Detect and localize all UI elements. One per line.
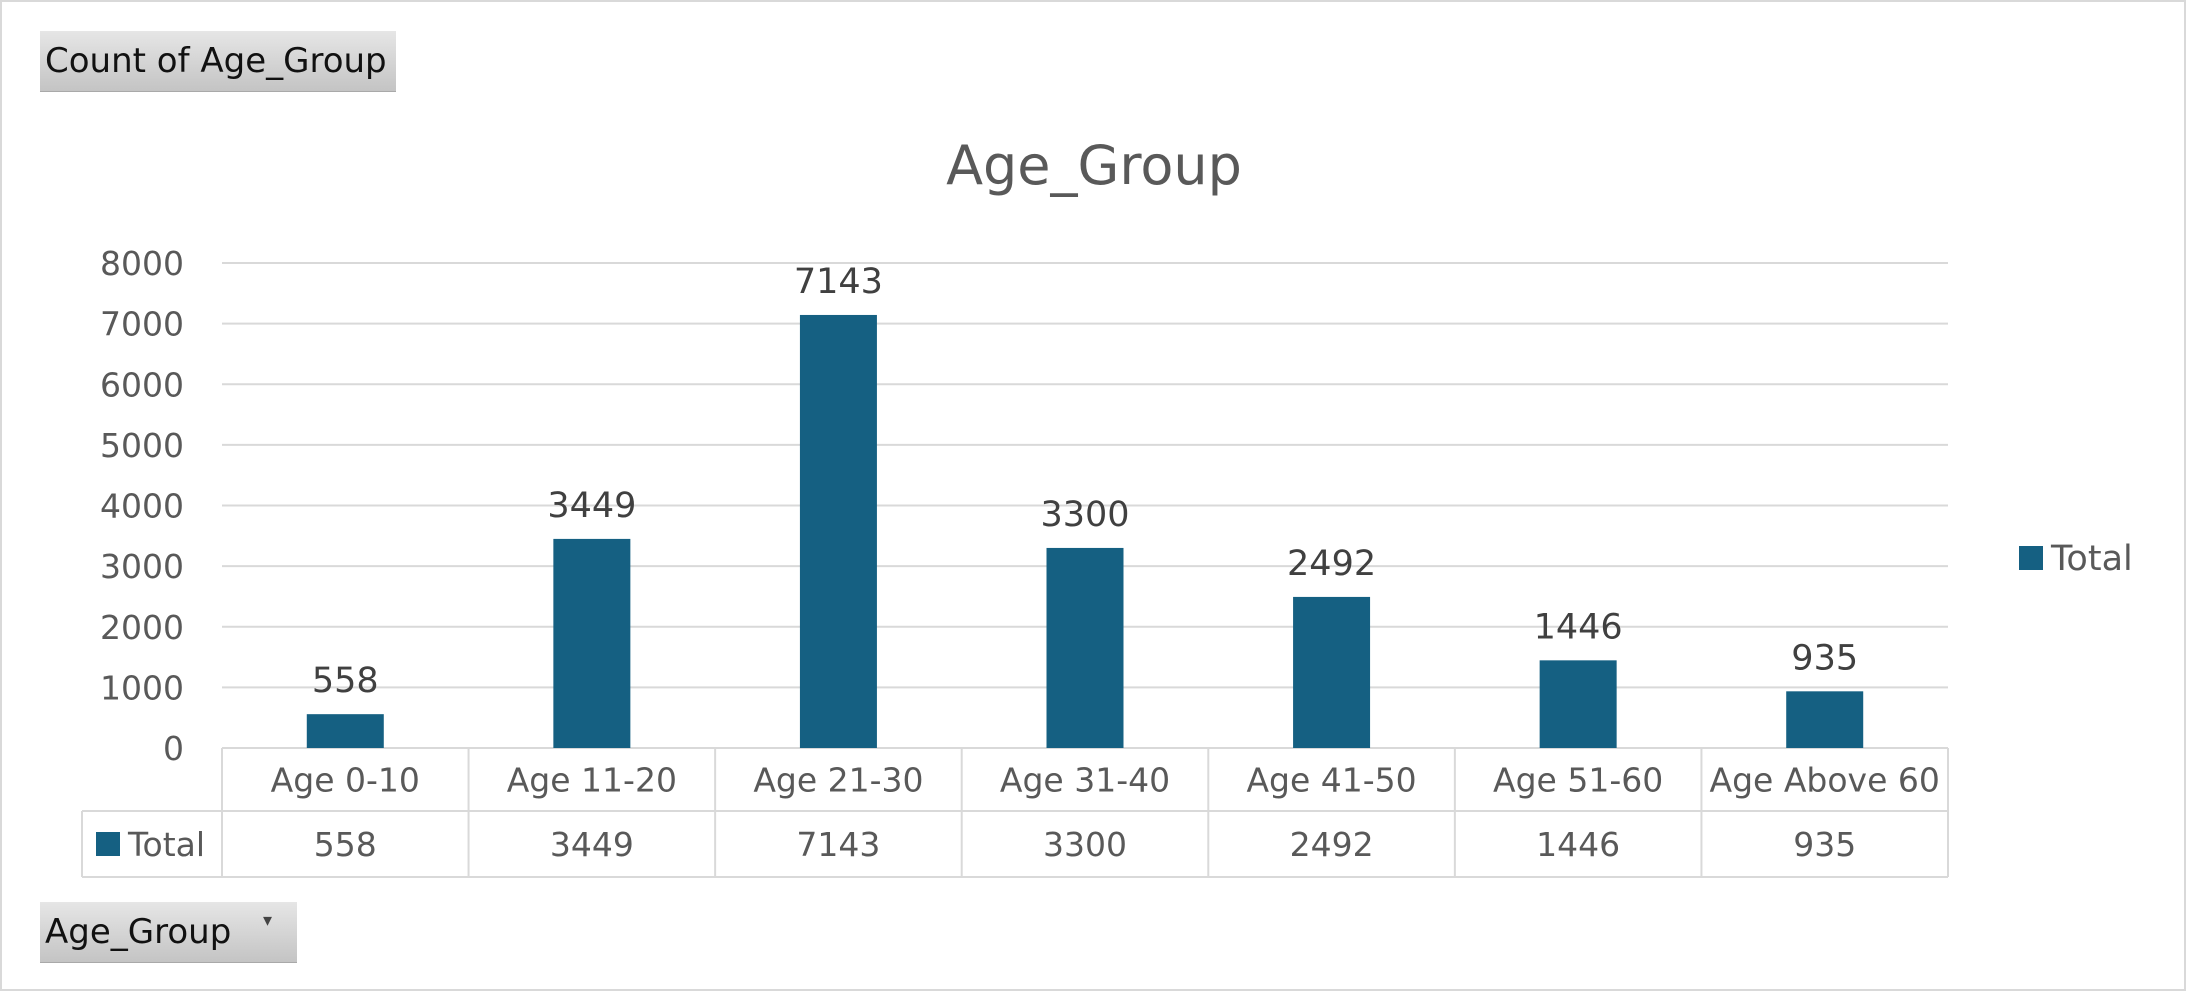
table-value: 935 [1793, 825, 1856, 864]
y-tick-label: 3000 [100, 547, 184, 586]
y-tick-label: 7000 [100, 305, 184, 344]
table-series-name: Total [127, 825, 205, 864]
bar [306, 714, 384, 748]
table-value: 7143 [796, 825, 880, 864]
table-value: 3449 [550, 825, 634, 864]
bar [1539, 660, 1617, 748]
y-tick-label: 1000 [100, 668, 184, 707]
data-label: 3300 [1040, 495, 1129, 535]
data-label: 7143 [794, 262, 883, 302]
y-tick-label: 6000 [100, 365, 184, 404]
category-label: Age 21-30 [753, 761, 923, 800]
y-tick-label: 5000 [100, 426, 184, 465]
y-tick-label: 4000 [100, 487, 184, 526]
data-label: 1446 [1534, 607, 1623, 647]
legend-key [2019, 546, 2043, 570]
bar [1786, 691, 1864, 748]
category-label: Age 31-40 [1000, 761, 1170, 800]
chart-title: Age_Group [946, 134, 1242, 197]
axis-field-button[interactable]: Age_Group ▾ [40, 902, 297, 963]
data-label: 935 [1791, 638, 1858, 678]
data-label: 558 [312, 661, 379, 701]
y-tick-label: 2000 [100, 608, 184, 647]
table-value: 3300 [1043, 825, 1127, 864]
value-field-button[interactable]: Count of Age_Group [40, 31, 396, 92]
table-value: 558 [314, 825, 377, 864]
category-label: Age Above 60 [1710, 761, 1940, 800]
table-legend-key [96, 832, 120, 856]
bar [1046, 547, 1124, 748]
y-tick-label: 0 [163, 729, 184, 768]
bar [1293, 596, 1371, 748]
category-label: Age 51-60 [1493, 761, 1663, 800]
table-value: 1446 [1536, 825, 1620, 864]
data-label: 2492 [1287, 544, 1376, 584]
dropdown-arrow-icon[interactable]: ▾ [263, 910, 273, 931]
category-label: Age 41-50 [1246, 761, 1416, 800]
category-label: Age 0-10 [271, 761, 420, 800]
bar [553, 538, 631, 748]
table-value: 2492 [1290, 825, 1374, 864]
axis-field-label: Age_Group [45, 912, 232, 952]
bar [799, 314, 877, 748]
y-tick-label: 8000 [100, 244, 184, 283]
data-label: 3449 [547, 486, 636, 526]
legend-entry: Total [2050, 539, 2133, 579]
value-field-label: Count of Age_Group [45, 41, 387, 81]
category-label: Age 11-20 [507, 761, 677, 800]
